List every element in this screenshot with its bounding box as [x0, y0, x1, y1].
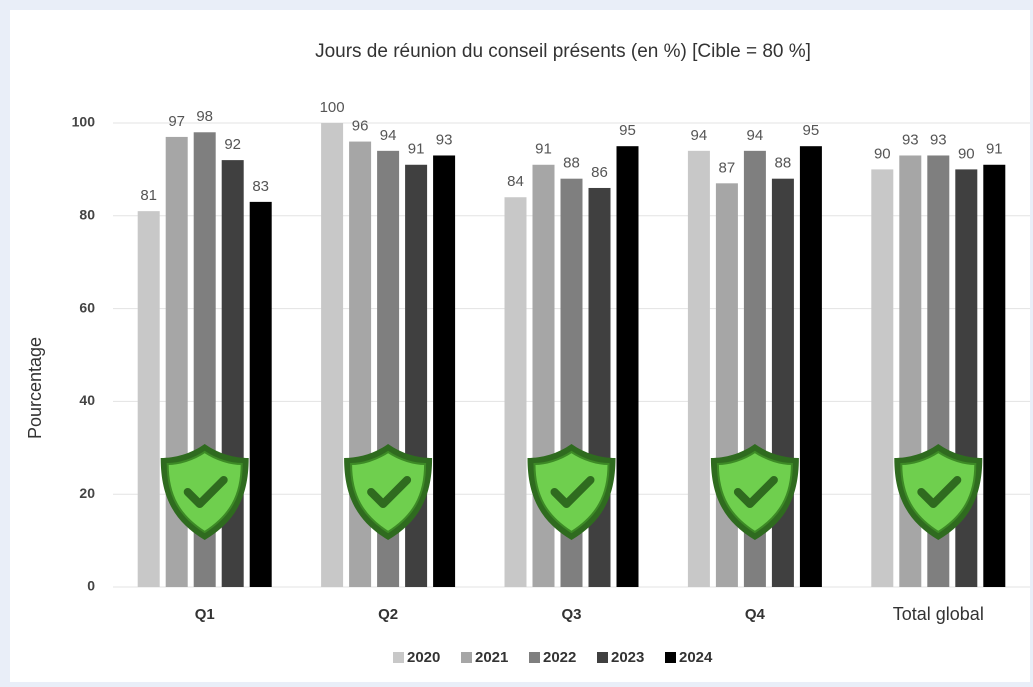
data-label: 93	[436, 131, 453, 148]
bar	[687, 150, 710, 587]
bar	[871, 169, 894, 587]
data-label: 94	[747, 127, 764, 144]
data-label: 87	[719, 159, 736, 176]
bar	[249, 201, 272, 587]
data-label: 100	[320, 99, 345, 116]
data-label: 96	[352, 118, 369, 135]
legend-swatch	[393, 652, 404, 663]
chart-title: Jours de réunion du conseil présents (en…	[315, 41, 811, 62]
data-label: 95	[803, 122, 820, 139]
data-label: 94	[380, 127, 397, 144]
x-tick-label: Q3	[561, 606, 581, 623]
data-label: 88	[775, 155, 792, 172]
bar	[137, 211, 160, 587]
y-tick-label: 0	[87, 578, 95, 594]
legend-label: 2020	[407, 649, 440, 666]
data-label: 84	[507, 173, 524, 190]
bar	[433, 155, 456, 588]
data-label: 91	[535, 141, 552, 158]
data-label: 93	[902, 131, 919, 148]
x-tick-label: Total global	[893, 604, 984, 624]
data-label: 90	[958, 145, 975, 162]
data-label: 86	[591, 164, 608, 181]
y-tick-label: 100	[72, 114, 96, 130]
legend-label: 2022	[543, 649, 576, 666]
data-label: 94	[691, 127, 708, 144]
data-label: 97	[168, 113, 185, 130]
bar	[321, 123, 344, 587]
data-label: 83	[252, 178, 269, 195]
legend-label: 2023	[611, 649, 644, 666]
x-tick-label: Q4	[745, 606, 766, 623]
bar	[715, 183, 738, 587]
y-axis-label: Pourcentage	[25, 337, 45, 439]
legend-label: 2021	[475, 649, 508, 666]
data-label: 90	[874, 145, 891, 162]
legend-swatch	[461, 652, 472, 663]
y-tick-label: 20	[79, 485, 95, 501]
data-label: 93	[930, 131, 947, 148]
y-tick-label: 40	[79, 392, 95, 408]
data-label: 91	[408, 141, 425, 158]
bar	[504, 197, 527, 588]
x-tick-label: Q2	[378, 606, 398, 623]
x-tick-label: Q1	[195, 606, 215, 623]
bar	[588, 187, 611, 587]
data-label: 81	[140, 187, 157, 204]
bar	[616, 146, 639, 587]
bar	[799, 146, 822, 587]
data-label: 95	[619, 122, 636, 139]
data-label: 98	[196, 108, 213, 125]
y-tick-label: 60	[79, 299, 95, 315]
data-label: 91	[986, 141, 1003, 158]
legend-swatch	[529, 652, 540, 663]
y-tick-label: 80	[79, 207, 95, 223]
bar	[771, 178, 794, 587]
legend-label: 2024	[679, 649, 713, 666]
legend-swatch	[597, 652, 608, 663]
bar	[983, 164, 1006, 587]
legend-swatch	[665, 652, 676, 663]
data-label: 92	[224, 136, 241, 153]
data-label: 88	[563, 155, 580, 172]
